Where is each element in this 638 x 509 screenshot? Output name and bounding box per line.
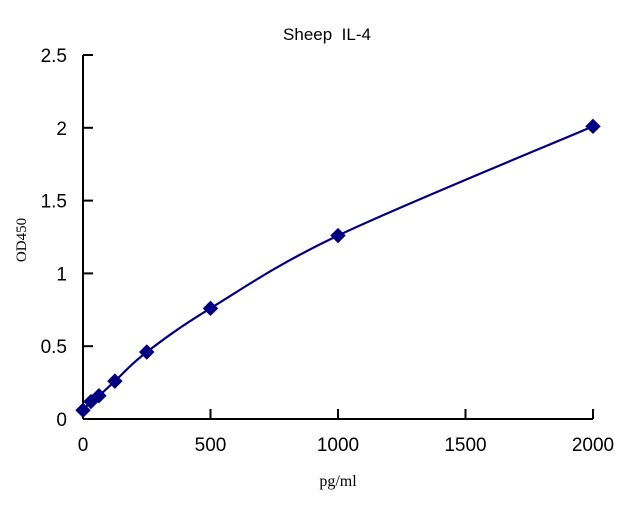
x-tick-label: 1500	[444, 435, 486, 456]
diamond-marker-icon	[139, 344, 155, 360]
diamond-marker-icon	[107, 373, 123, 389]
y-tick-label: 2.5	[41, 46, 67, 67]
y-tick-label: 0.5	[41, 337, 67, 358]
x-tick-label: 1000	[317, 435, 359, 456]
diamond-marker-icon	[91, 387, 107, 404]
x-tick-label: 2000	[572, 435, 614, 456]
y-axis-label: OD450	[14, 218, 30, 262]
x-tick-label: 500	[195, 435, 227, 456]
x-axis: 0 500 1000 1500 2000	[78, 409, 614, 456]
x-axis-label: pg/ml	[319, 473, 357, 490]
y-tick-label: 1	[56, 264, 67, 285]
diamond-marker-icon	[585, 118, 601, 135]
y-tick-label: 1.5	[41, 192, 67, 213]
data-points	[75, 118, 601, 418]
diamond-marker-icon	[202, 300, 219, 317]
diamond-marker-icon	[75, 402, 91, 418]
diamond-marker-icon	[330, 227, 346, 244]
y-axis: 0 0.5 1 1.5 2 2.5	[41, 46, 93, 431]
y-tick-label: 0	[56, 410, 67, 431]
fitted-curve	[82, 125, 594, 412]
chart-title: Sheep IL-4	[283, 25, 371, 44]
y-tick-label: 2	[56, 119, 67, 140]
x-tick-label: 0	[78, 435, 89, 456]
